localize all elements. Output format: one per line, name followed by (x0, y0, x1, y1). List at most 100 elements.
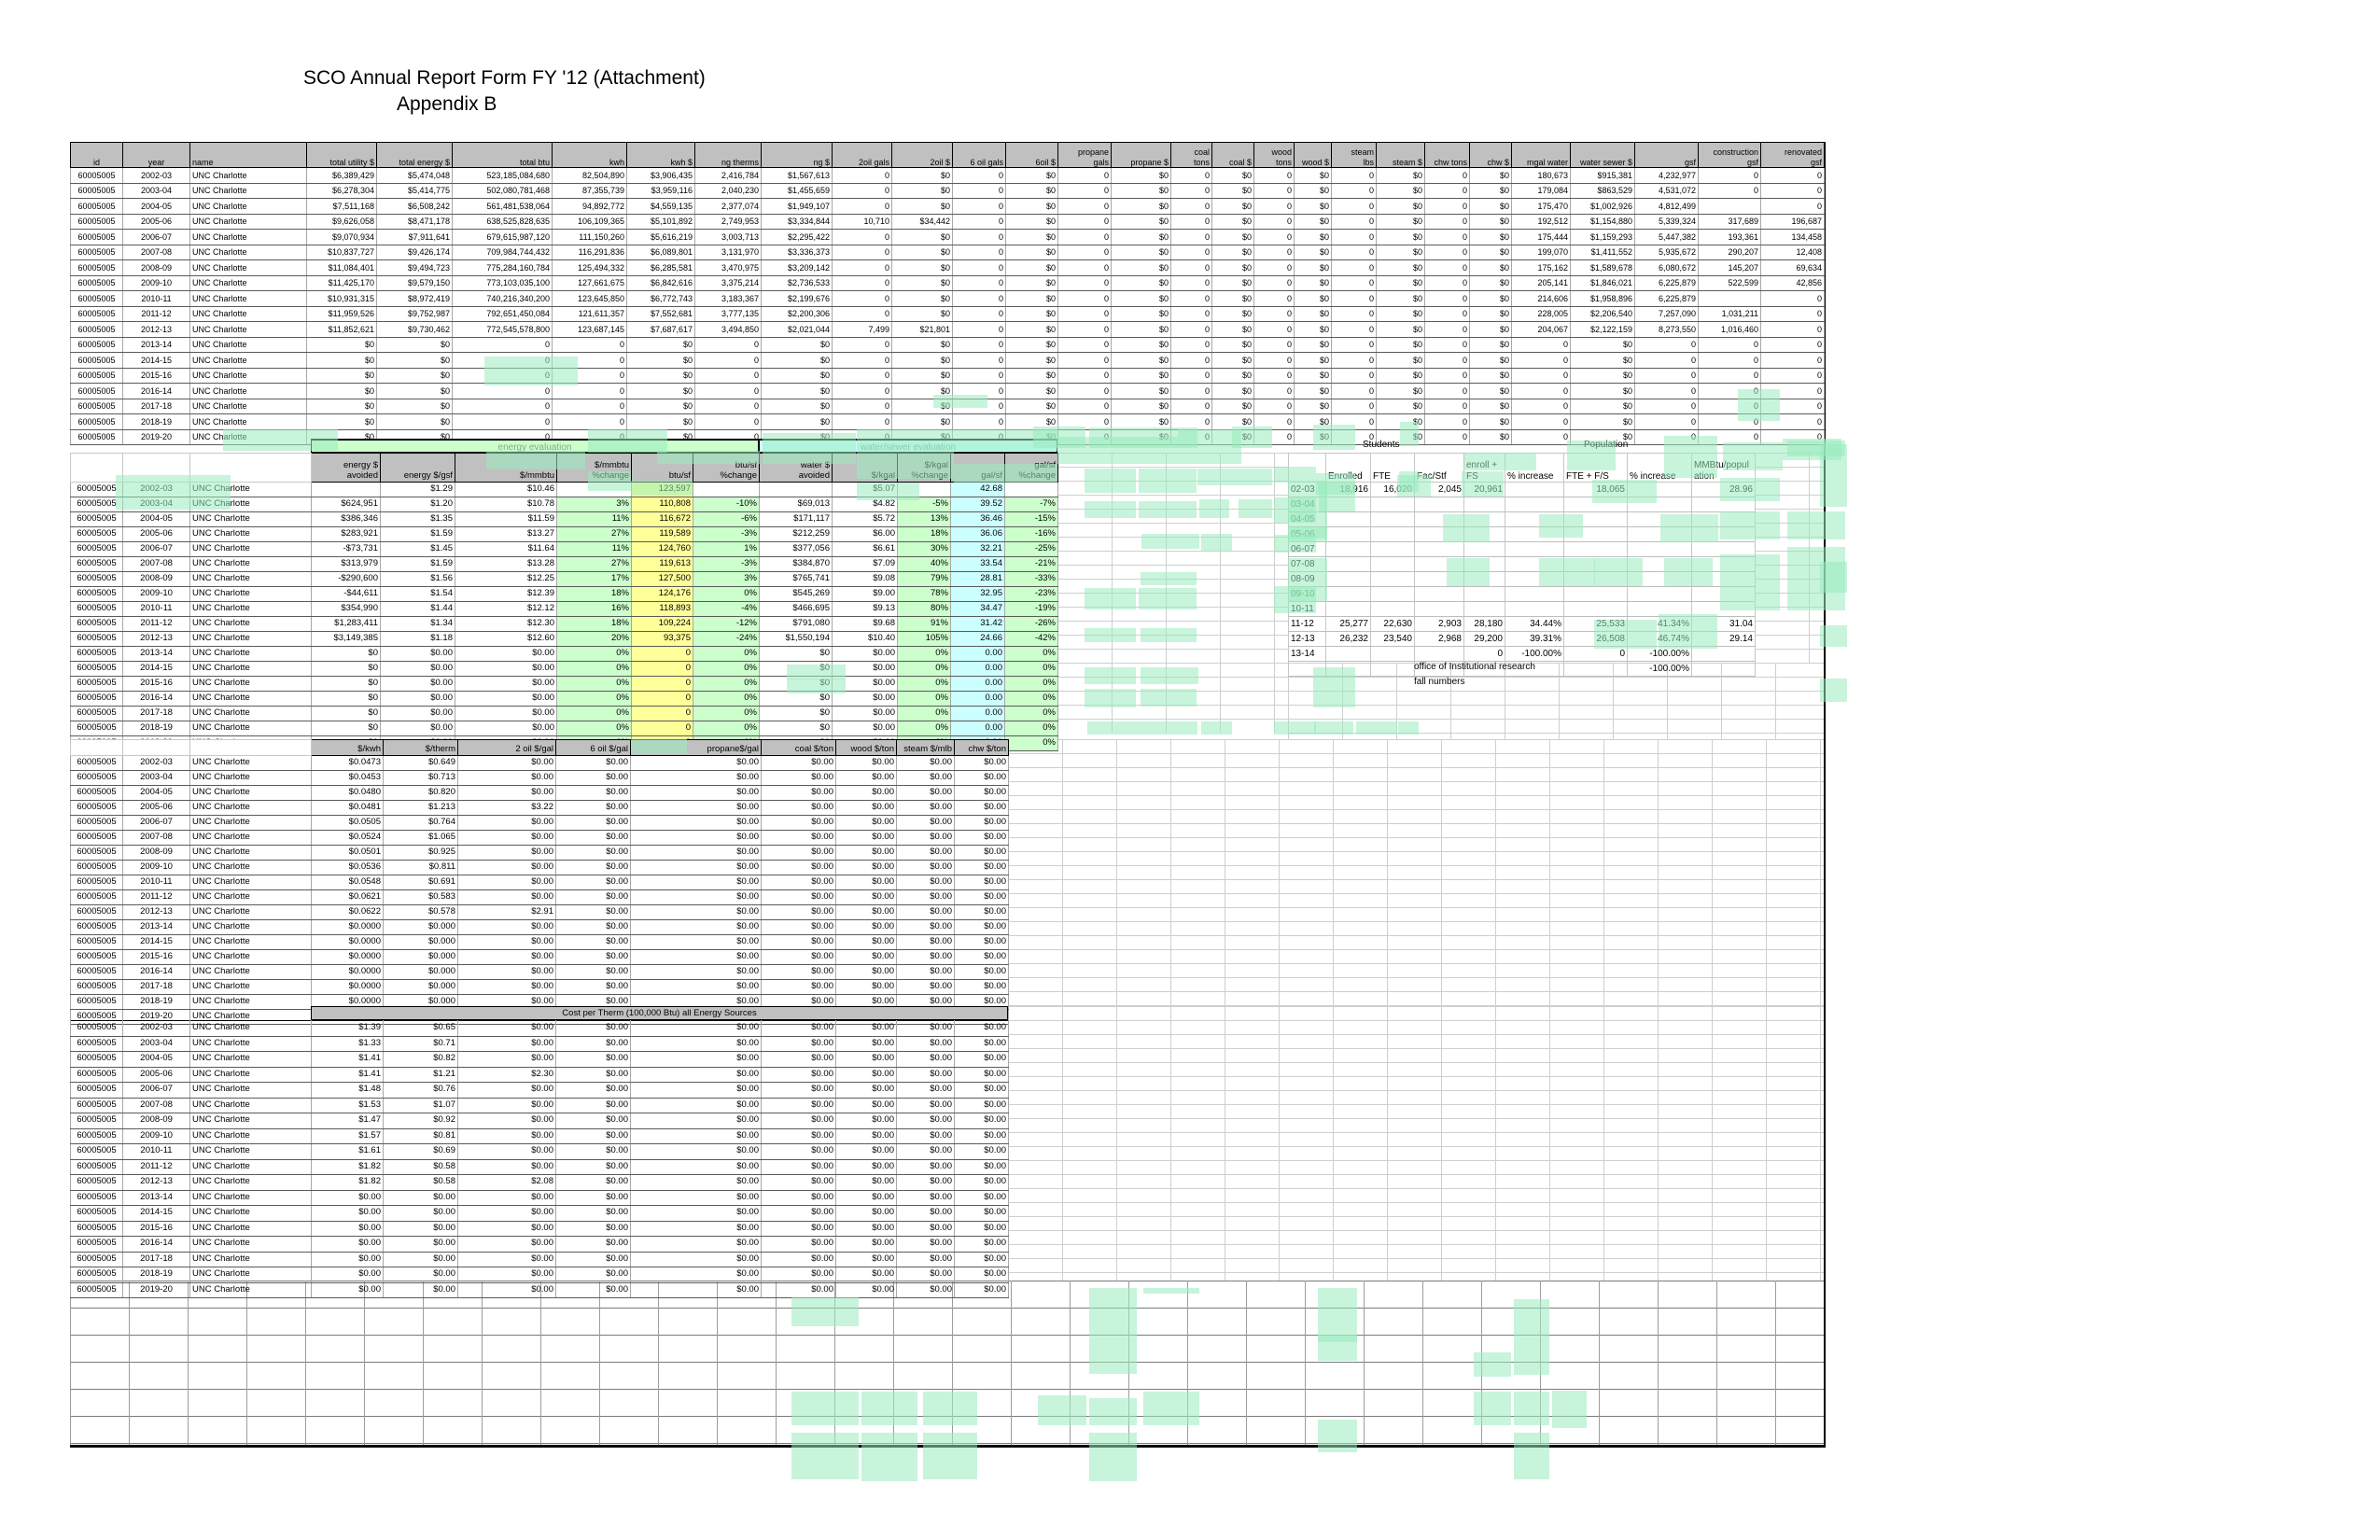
cell[interactable] (1325, 646, 1371, 662)
cell[interactable]: 0 (1698, 368, 1761, 384)
cell[interactable]: 87,355,739 (552, 183, 627, 199)
cell[interactable]: UNC Charlotte (189, 541, 312, 557)
cell[interactable]: $0.00 (896, 1159, 955, 1175)
cell[interactable]: $69,013 (759, 497, 833, 512)
cell[interactable]: 0 (1331, 399, 1377, 414)
cell[interactable]: $0 (376, 337, 453, 353)
cell[interactable]: $0 (1376, 275, 1425, 291)
column-header[interactable]: steam $ (1376, 142, 1425, 168)
cell[interactable]: 2013-14 (122, 646, 190, 662)
cell[interactable]: $0.00 (761, 1113, 836, 1129)
column-header[interactable]: 6 oil $/gal (555, 739, 631, 756)
cell[interactable]: $0.764 (383, 815, 458, 831)
cell[interactable]: 0 (1057, 259, 1112, 276)
cell[interactable]: 0 (832, 275, 892, 291)
cell[interactable]: $0.00 (457, 1267, 556, 1283)
cell[interactable]: $0.00 (896, 964, 955, 980)
cell[interactable]: 0 (452, 352, 553, 369)
cell[interactable]: $0.00 (761, 1128, 836, 1144)
cell[interactable]: 6,225,879 (1634, 275, 1699, 291)
cell[interactable]: $0.00 (457, 1236, 556, 1253)
cell[interactable]: $0.00 (761, 815, 836, 831)
cell[interactable]: 116,291,836 (552, 245, 627, 260)
cell[interactable]: $0.00 (954, 1128, 1009, 1144)
cell[interactable]: $0.811 (383, 860, 458, 875)
cell[interactable]: 119,613 (631, 556, 693, 572)
cell[interactable]: 0 (1253, 229, 1295, 245)
cell[interactable]: $0.00 (555, 1098, 631, 1113)
cell[interactable]: $0.00 (761, 845, 836, 861)
cell[interactable]: $0.00 (896, 875, 955, 890)
cell[interactable] (1505, 556, 1564, 572)
cell[interactable]: $0 (311, 661, 381, 677)
cell[interactable]: UNC Charlotte (189, 526, 312, 542)
cell[interactable]: 05-06 (1288, 526, 1326, 542)
cell[interactable]: 78% (897, 586, 951, 602)
cell[interactable] (1691, 511, 1756, 527)
cell[interactable] (1563, 571, 1628, 587)
cell[interactable]: $0.00 (555, 1113, 631, 1129)
cell[interactable]: $0 (1376, 214, 1425, 230)
cell[interactable]: $0.00 (383, 1205, 458, 1222)
cell[interactable]: $0.00 (761, 1020, 836, 1037)
cell[interactable]: $0.000 (383, 934, 458, 950)
cell[interactable]: $6.00 (832, 526, 898, 542)
cell[interactable]: $0.00 (954, 845, 1009, 861)
cell[interactable]: 2009-10 (122, 275, 190, 291)
cell[interactable]: 2013-14 (122, 1190, 190, 1206)
cell[interactable]: 775,284,160,784 (452, 259, 553, 276)
cell[interactable]: $1.61 (311, 1143, 384, 1160)
cell[interactable]: $0.00 (835, 1143, 897, 1160)
cell[interactable]: 0% (1004, 691, 1058, 707)
cell[interactable]: 26,508 (1563, 631, 1628, 647)
cell[interactable]: 0 (1253, 321, 1295, 338)
cell[interactable]: $0.00 (630, 1020, 762, 1037)
column-header[interactable]: energy $ avoided (311, 453, 381, 483)
cell[interactable]: $0.00 (896, 845, 955, 861)
cell[interactable]: 0% (693, 646, 760, 662)
cell[interactable]: 2,968 (1414, 631, 1464, 647)
cell[interactable]: 0 (1057, 399, 1112, 414)
cell[interactable]: 0 (1760, 368, 1825, 384)
cell[interactable]: $2,206,540 (1570, 306, 1635, 322)
cell[interactable]: $0 (1376, 198, 1425, 215)
cell[interactable] (1414, 601, 1464, 617)
cell[interactable]: 60005005 (70, 875, 123, 890)
cell[interactable]: 0 (1170, 229, 1212, 245)
cell[interactable]: 60005005 (70, 601, 123, 617)
cell[interactable]: 0% (693, 661, 760, 677)
cell[interactable]: $0.00 (835, 889, 897, 905)
cell[interactable] (1414, 571, 1464, 587)
cell[interactable]: UNC Charlotte (189, 383, 307, 399)
cell[interactable]: 20% (556, 631, 632, 647)
cell[interactable]: 0 (1253, 413, 1295, 430)
cell[interactable]: 60005005 (70, 1067, 123, 1083)
cell[interactable]: $0.00 (630, 845, 762, 861)
cell[interactable]: UNC Charlotte (189, 1082, 312, 1099)
cell[interactable] (311, 482, 381, 497)
cell[interactable]: 0 (952, 229, 1006, 245)
cell[interactable]: UNC Charlotte (189, 167, 307, 184)
cell[interactable]: UNC Charlotte (189, 949, 312, 965)
cell[interactable]: 290,207 (1698, 245, 1761, 260)
cell[interactable]: $0.00 (761, 1267, 836, 1283)
cell[interactable]: UNC Charlotte (189, 706, 312, 721)
cell[interactable]: 60005005 (70, 1267, 123, 1283)
cell[interactable]: $2.91 (457, 904, 556, 920)
cell[interactable]: 3,470,975 (694, 259, 762, 276)
cell[interactable]: 0 (1170, 321, 1212, 338)
cell[interactable]: $0 (1469, 368, 1512, 384)
cell[interactable] (897, 482, 951, 497)
cell[interactable]: $0.00 (761, 964, 836, 980)
cell[interactable]: 0 (1698, 383, 1761, 399)
cell[interactable]: $0 (891, 399, 953, 414)
cell[interactable]: 60005005 (70, 511, 123, 527)
cell[interactable]: $1.35 (380, 511, 455, 527)
cell[interactable]: $3,149,385 (311, 631, 381, 647)
cell[interactable]: UNC Charlotte (189, 511, 312, 527)
cell[interactable]: 0% (1004, 676, 1058, 692)
cell[interactable]: 0 (1057, 337, 1112, 353)
cell[interactable]: $0 (1005, 383, 1058, 399)
cell[interactable] (1627, 526, 1692, 542)
cell[interactable]: 123,645,850 (552, 290, 627, 307)
